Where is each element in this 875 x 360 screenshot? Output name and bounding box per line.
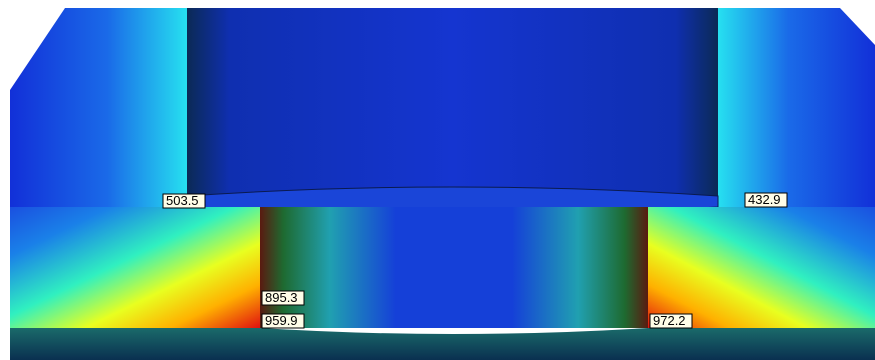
upper-right-region bbox=[718, 8, 875, 207]
value-text: 972.2 bbox=[653, 313, 686, 328]
hole bbox=[260, 207, 648, 328]
lower-right-region bbox=[648, 207, 875, 328]
value-text: 895.3 bbox=[265, 290, 298, 305]
value-text: 959.9 bbox=[265, 313, 298, 328]
value-label: 972.2 bbox=[650, 313, 692, 328]
fea-view: 503.5 432.9 895.3 959.9 972.2 bbox=[0, 0, 875, 360]
lower-left-region bbox=[10, 207, 260, 328]
column bbox=[187, 8, 718, 200]
value-text: 503.5 bbox=[166, 193, 199, 208]
base-plate bbox=[10, 328, 875, 360]
value-label: 895.3 bbox=[262, 290, 304, 305]
value-label: 503.5 bbox=[163, 193, 205, 208]
upper-left-region bbox=[10, 8, 187, 207]
model bbox=[10, 8, 875, 360]
value-label: 432.9 bbox=[745, 192, 787, 207]
value-text: 432.9 bbox=[748, 192, 781, 207]
value-label: 959.9 bbox=[262, 313, 304, 328]
